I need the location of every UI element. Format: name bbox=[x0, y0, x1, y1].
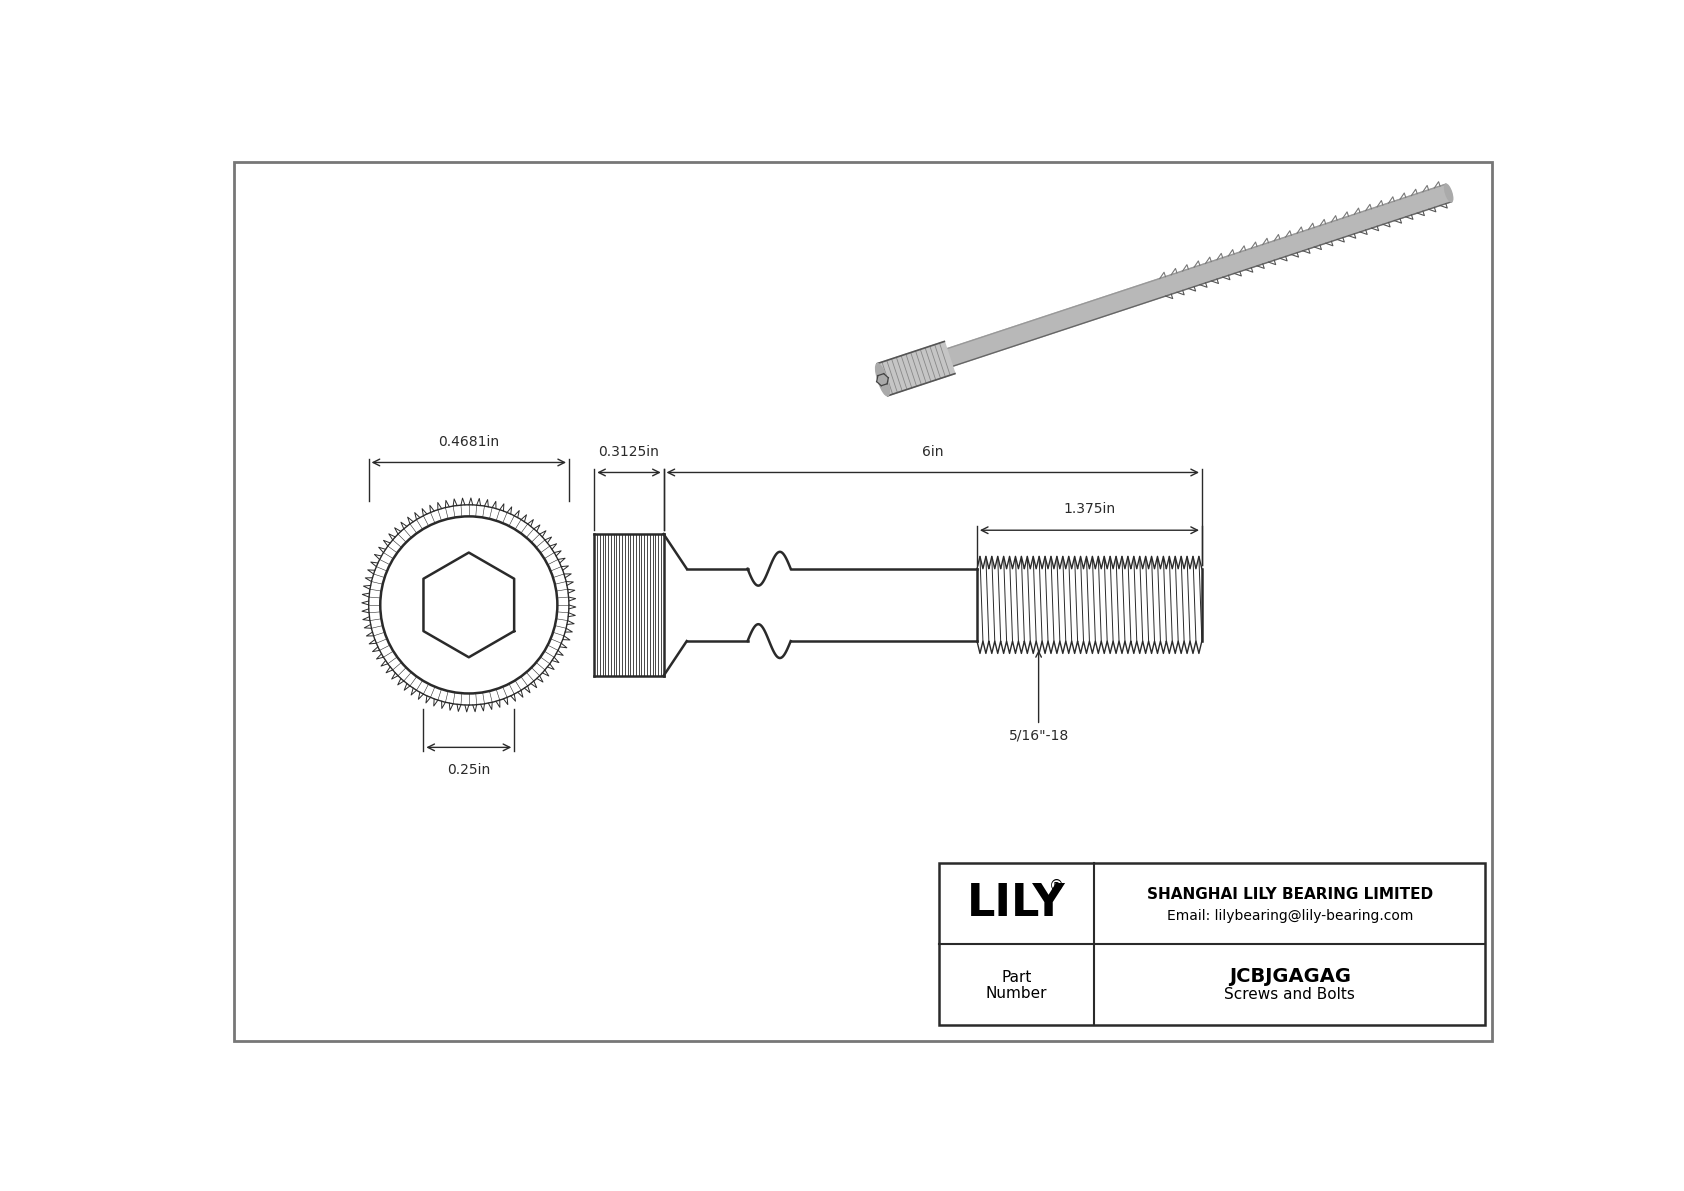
Text: 1.375in: 1.375in bbox=[1063, 503, 1115, 517]
Text: Email: lilybearing@lily-bearing.com: Email: lilybearing@lily-bearing.com bbox=[1167, 909, 1413, 923]
Text: LILY: LILY bbox=[967, 881, 1066, 924]
Polygon shape bbox=[877, 342, 955, 395]
Text: ®: ® bbox=[1049, 879, 1064, 894]
Text: Part: Part bbox=[1002, 971, 1032, 985]
Ellipse shape bbox=[1445, 185, 1453, 201]
Text: SHANGHAI LILY BEARING LIMITED: SHANGHAI LILY BEARING LIMITED bbox=[1147, 886, 1433, 902]
Bar bbox=[938, 862, 1485, 1024]
Text: 0.3125in: 0.3125in bbox=[598, 444, 660, 459]
Text: Number: Number bbox=[985, 986, 1047, 1000]
Ellipse shape bbox=[876, 363, 889, 395]
Text: 6in: 6in bbox=[921, 444, 943, 459]
Polygon shape bbox=[946, 185, 1452, 367]
Text: Screws and Bolts: Screws and Bolts bbox=[1224, 987, 1356, 1003]
Text: 0.25in: 0.25in bbox=[448, 762, 490, 777]
Text: JCBJGAGAG: JCBJGAGAG bbox=[1229, 967, 1351, 986]
Text: 5/16"-18: 5/16"-18 bbox=[1009, 651, 1069, 742]
Text: 0.4681in: 0.4681in bbox=[438, 435, 500, 449]
